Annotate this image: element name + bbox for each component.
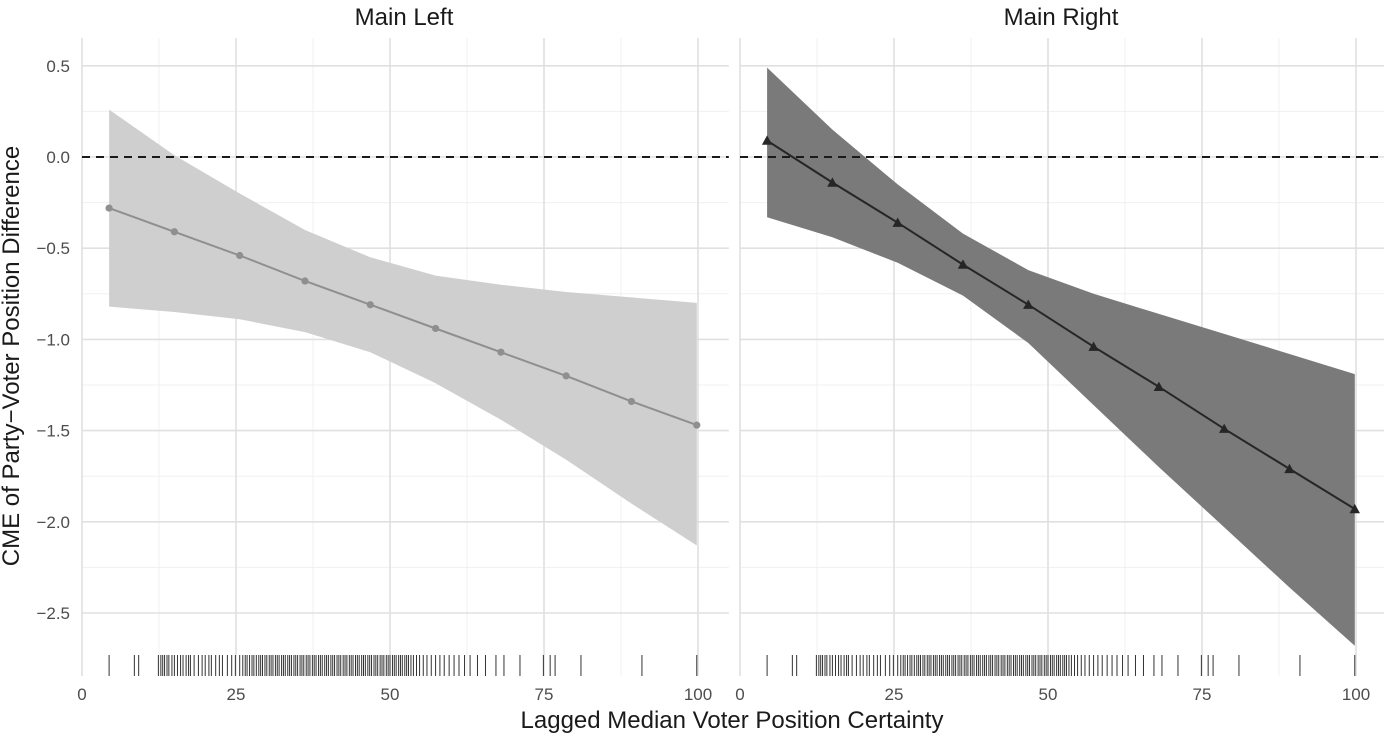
- estimate-point: [1349, 503, 1360, 514]
- x-tick-label: 0: [735, 685, 744, 704]
- y-tick-label: 0.0: [46, 148, 70, 167]
- estimate-point: [827, 177, 838, 187]
- estimate-point: [693, 421, 701, 429]
- y-tick-label: −0.5: [36, 239, 70, 258]
- estimate-point: [497, 348, 505, 356]
- x-tick-label: 25: [885, 685, 904, 704]
- y-axis-ticks: 0.5 0.0 −0.5 −1.0 −1.5 −2.0 −2.5: [36, 57, 70, 623]
- panel-left: Main Left 0 25 50 75 100: [77, 4, 729, 704]
- confidence-band: [767, 67, 1355, 646]
- estimate-point: [105, 204, 113, 212]
- confidence-band: [109, 109, 697, 546]
- estimate-point: [892, 217, 903, 227]
- estimate-line: [766, 139, 1356, 510]
- x-tick-label: 50: [381, 685, 400, 704]
- x-tick-label: 100: [1342, 685, 1370, 704]
- panel-title-right: Main Right: [1004, 4, 1119, 31]
- x-ticks-left: 0 25 50 75 100: [77, 685, 712, 704]
- series-left: [105, 204, 701, 429]
- x-axis-title: Lagged Median Voter Position Certainty: [521, 707, 944, 734]
- estimate-point: [301, 277, 309, 285]
- panel-title-left: Main Left: [355, 4, 454, 31]
- estimate-point: [1284, 463, 1295, 474]
- x-tick-label: 50: [1039, 685, 1058, 704]
- estimate-point: [957, 259, 969, 269]
- y-tick-label: 0.5: [46, 57, 70, 76]
- estimate-point: [627, 397, 636, 406]
- x-ticks-right: 0 25 50 75 100: [735, 685, 1370, 704]
- estimate-point: [761, 135, 773, 145]
- estimate-point: [431, 324, 440, 333]
- y-tick-label: −2.5: [36, 604, 70, 623]
- series-right: [761, 135, 1360, 514]
- estimate-point: [236, 251, 244, 260]
- estimate-point: [1088, 341, 1099, 351]
- estimate-line: [108, 207, 698, 427]
- band-right: [767, 67, 1355, 646]
- x-tick-label: 75: [1193, 685, 1212, 704]
- x-tick-label: 75: [535, 685, 554, 704]
- panel-right: Main Right 0 25 50 75 100: [735, 4, 1384, 704]
- estimate-point: [170, 228, 178, 236]
- rug-left: [108, 655, 698, 676]
- estimate-point: [1153, 381, 1165, 391]
- band-left: [109, 109, 697, 546]
- y-tick-label: −1.0: [36, 330, 70, 349]
- estimate-point: [366, 301, 374, 309]
- estimate-point: [562, 372, 570, 380]
- y-tick-label: −1.5: [36, 422, 70, 441]
- y-tick-label: −2.0: [36, 513, 70, 532]
- rug-right: [766, 655, 1356, 676]
- x-tick-label: 25: [227, 685, 246, 704]
- estimate-point: [1218, 423, 1230, 433]
- x-tick-label: 0: [77, 685, 86, 704]
- estimate-point: [1023, 299, 1034, 309]
- y-axis-title: CME of Party−Voter Position Difference: [0, 146, 25, 566]
- x-tick-label: 100: [684, 685, 712, 704]
